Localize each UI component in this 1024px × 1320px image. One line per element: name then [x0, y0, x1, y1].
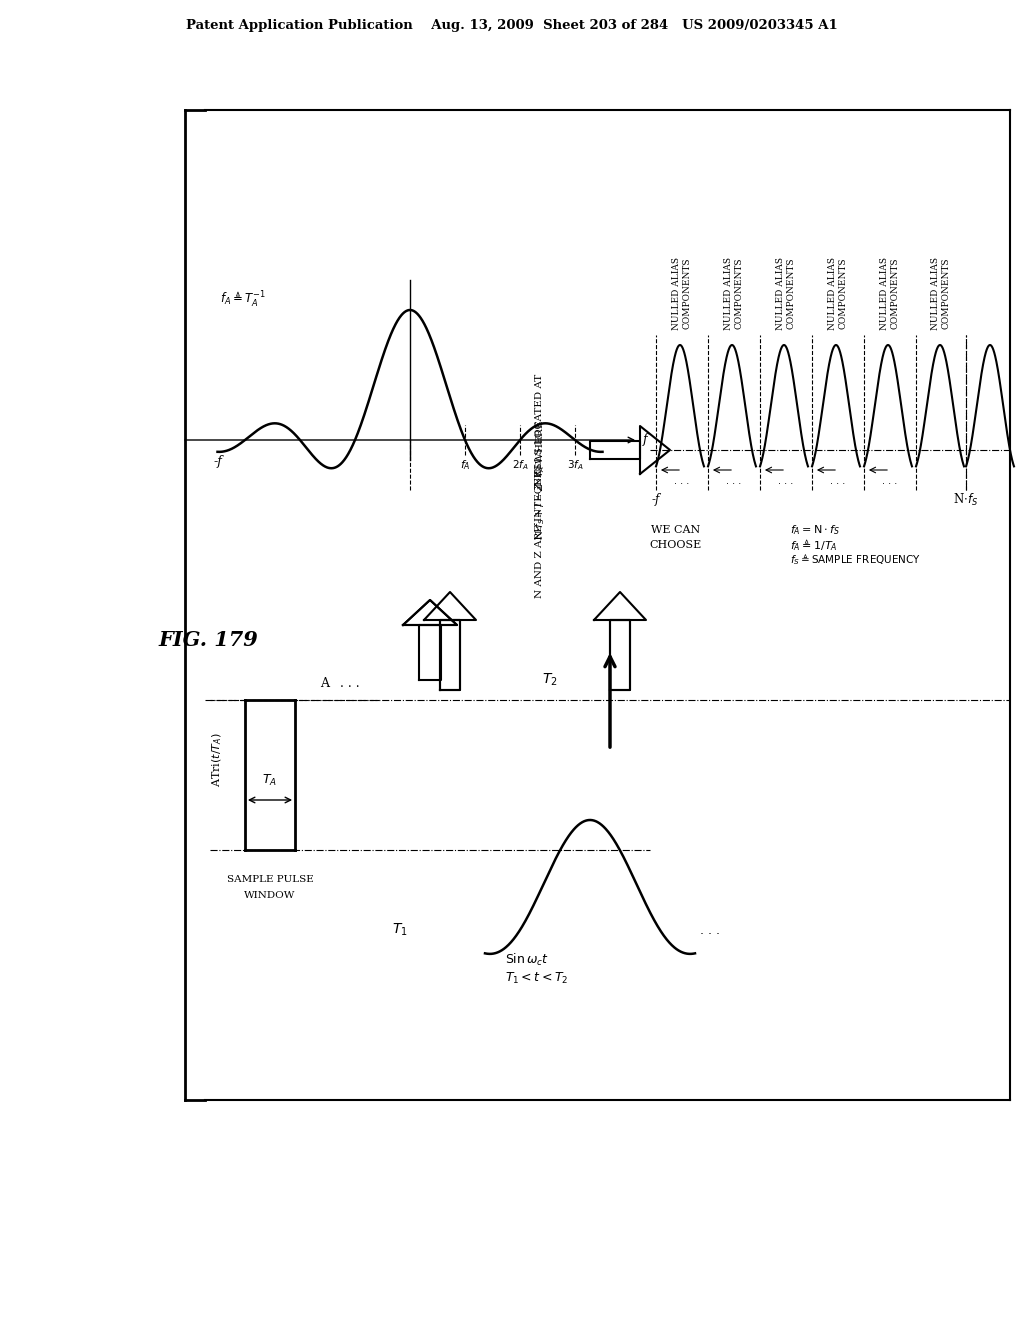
Text: f: f: [643, 433, 647, 446]
Text: N AND Z ARE INTEGERS: N AND Z ARE INTEGERS: [536, 462, 545, 598]
Text: ATri$(t/T_A)$: ATri$(t/T_A)$: [210, 733, 223, 787]
Text: $2f_A$: $2f_A$: [512, 458, 528, 471]
Text: FIG. 179: FIG. 179: [158, 630, 258, 649]
Text: $3f_A$: $3f_A$: [566, 458, 584, 471]
Text: $f_A=\mathrm{N}\cdot f_S$: $f_A=\mathrm{N}\cdot f_S$: [790, 523, 840, 537]
Text: N$\cdot f_S+/-Z\cdot f_A$ WHERE: N$\cdot f_S+/-Z\cdot f_A$ WHERE: [534, 420, 547, 540]
Text: . . .: . . .: [830, 477, 846, 486]
Text: WINDOW: WINDOW: [245, 891, 296, 899]
Text: . . .: . . .: [700, 924, 720, 936]
Text: -f: -f: [213, 455, 222, 469]
Text: $f_A \triangleq T_A^{-1}$: $f_A \triangleq T_A^{-1}$: [220, 290, 266, 310]
Text: NULLED ALIAS
COMPONENTS: NULLED ALIAS COMPONENTS: [931, 257, 950, 330]
Polygon shape: [590, 441, 640, 459]
Text: $f_A$: $f_A$: [460, 458, 470, 471]
Polygon shape: [440, 620, 460, 690]
Text: Patent Application Publication    Aug. 13, 2009  Sheet 203 of 284   US 2009/0203: Patent Application Publication Aug. 13, …: [186, 18, 838, 32]
Text: . . .: . . .: [883, 477, 898, 486]
Text: NULLED ALIAS
COMPONENTS: NULLED ALIAS COMPONENTS: [776, 257, 796, 330]
Polygon shape: [594, 591, 646, 620]
Text: SAMPLE PULSE: SAMPLE PULSE: [226, 875, 313, 884]
Text: NULLED ALIAS
COMPONENTS: NULLED ALIAS COMPONENTS: [828, 257, 848, 330]
Text: NULLS LOCATED AT: NULLS LOCATED AT: [536, 374, 545, 486]
Text: NULLED ALIAS
COMPONENTS: NULLED ALIAS COMPONENTS: [673, 257, 691, 330]
Text: $f_A \triangleq 1/T_A$: $f_A \triangleq 1/T_A$: [790, 537, 838, 553]
Text: $T_1$: $T_1$: [392, 921, 408, 939]
Text: . . .: . . .: [726, 477, 741, 486]
Polygon shape: [610, 620, 630, 690]
Text: $f_S \triangleq \mathrm{SAMPLE\ FREQUENCY}$: $f_S \triangleq \mathrm{SAMPLE\ FREQUENC…: [790, 553, 922, 568]
Text: . . .: . . .: [675, 477, 689, 486]
Text: NULLED ALIAS
COMPONENTS: NULLED ALIAS COMPONENTS: [724, 257, 743, 330]
Text: $T_1 < t < T_2$: $T_1 < t < T_2$: [505, 970, 568, 986]
Text: -f: -f: [652, 494, 660, 507]
Text: NULLED ALIAS
COMPONENTS: NULLED ALIAS COMPONENTS: [881, 257, 900, 330]
Text: A: A: [321, 677, 330, 690]
Text: . . .: . . .: [778, 477, 794, 486]
Polygon shape: [424, 591, 476, 620]
Text: $T_2$: $T_2$: [542, 672, 558, 688]
Text: $T_A$: $T_A$: [262, 774, 278, 788]
Polygon shape: [640, 426, 670, 474]
Text: CHOOSE: CHOOSE: [650, 540, 702, 550]
Text: $\mathrm{Sin}\,\omega_c t$: $\mathrm{Sin}\,\omega_c t$: [505, 952, 549, 968]
Text: . . .: . . .: [340, 677, 359, 690]
Text: WE CAN: WE CAN: [651, 525, 700, 535]
Text: N$\cdot f_S$: N$\cdot f_S$: [953, 492, 979, 508]
Polygon shape: [403, 601, 457, 624]
